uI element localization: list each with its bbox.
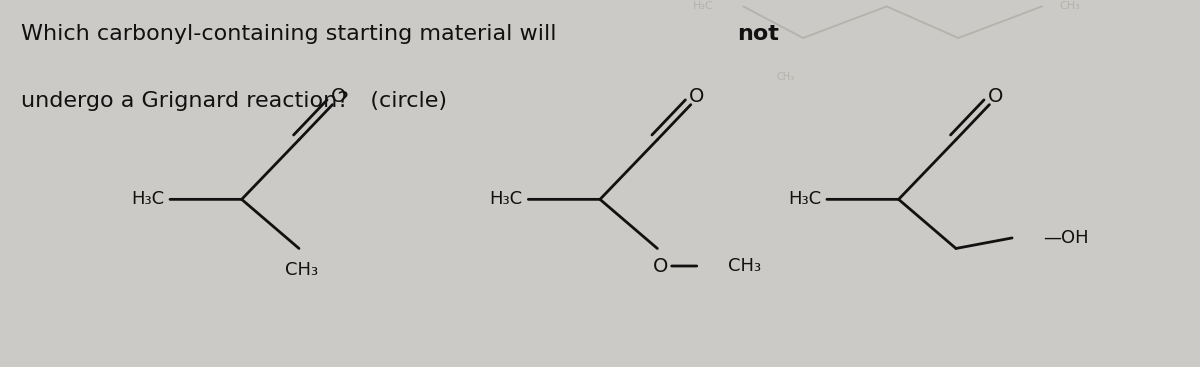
Text: H₃C: H₃C	[490, 190, 522, 208]
Text: H₃C: H₃C	[788, 190, 821, 208]
Text: —OH: —OH	[1043, 229, 1088, 247]
Text: H₃C: H₃C	[131, 190, 164, 208]
Text: O: O	[689, 87, 704, 106]
Text: Which carbonyl-containing starting material will: Which carbonyl-containing starting mater…	[20, 24, 563, 44]
Text: not: not	[737, 24, 779, 44]
Text: CH₃: CH₃	[284, 261, 318, 279]
Text: O: O	[331, 87, 346, 106]
Text: O: O	[653, 257, 668, 276]
Text: H₃C: H₃C	[692, 1, 714, 11]
Text: CH₃: CH₃	[1060, 1, 1081, 11]
Text: CH₃: CH₃	[728, 257, 761, 275]
Text: CH₃: CH₃	[776, 72, 794, 81]
Text: O: O	[988, 87, 1003, 106]
Text: undergo a Grignard reaction?   (circle): undergo a Grignard reaction? (circle)	[20, 91, 446, 110]
